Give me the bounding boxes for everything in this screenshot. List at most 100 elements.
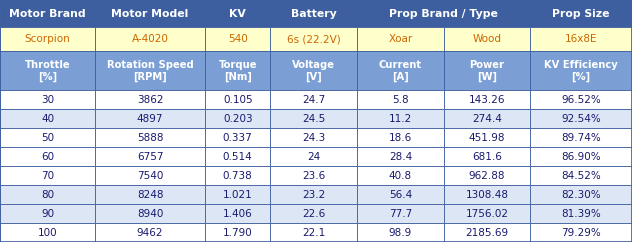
Bar [205, 185, 270, 204]
Bar [0, 204, 95, 223]
Bar [444, 166, 530, 185]
Text: 98.9: 98.9 [389, 227, 412, 237]
Bar [95, 27, 205, 51]
Bar [530, 90, 632, 109]
Text: A-4020: A-4020 [131, 34, 169, 44]
Bar [357, 90, 444, 109]
Text: Scorpion: Scorpion [25, 34, 70, 44]
Text: 28.4: 28.4 [389, 151, 412, 161]
Bar [205, 51, 270, 90]
Text: 6757: 6757 [137, 151, 163, 161]
Text: Wood: Wood [473, 34, 502, 44]
Text: 11.2: 11.2 [389, 113, 412, 123]
Text: 1.406: 1.406 [223, 209, 253, 219]
Bar [0, 90, 95, 109]
Bar [530, 109, 632, 128]
Text: 451.98: 451.98 [469, 133, 506, 143]
Text: 4897: 4897 [137, 113, 163, 123]
Text: Torque
[Nm]: Torque [Nm] [219, 60, 257, 82]
Bar [0, 223, 95, 242]
Text: 40: 40 [41, 113, 54, 123]
Bar [205, 90, 270, 109]
Bar [357, 51, 444, 90]
Bar [444, 204, 530, 223]
Bar [95, 147, 205, 166]
Bar [530, 128, 632, 147]
Bar [357, 204, 444, 223]
Bar [0, 147, 95, 166]
Text: 16x8E: 16x8E [565, 34, 597, 44]
Text: 24.7: 24.7 [302, 95, 325, 105]
Bar [270, 147, 357, 166]
Bar [270, 90, 357, 109]
Bar [0, 166, 95, 185]
Text: 100: 100 [38, 227, 58, 237]
Bar [270, 128, 357, 147]
Bar [357, 147, 444, 166]
Bar [357, 185, 444, 204]
Bar [270, 185, 357, 204]
Text: Prop Size: Prop Size [552, 8, 610, 19]
Bar [205, 166, 270, 185]
Text: 1.790: 1.790 [223, 227, 253, 237]
Text: Motor Model: Motor Model [111, 8, 189, 19]
Text: Battery: Battery [291, 8, 337, 19]
Text: 18.6: 18.6 [389, 133, 412, 143]
Text: Motor Brand: Motor Brand [9, 8, 86, 19]
Bar [0, 185, 95, 204]
Text: 60: 60 [41, 151, 54, 161]
Text: 24.3: 24.3 [302, 133, 325, 143]
Text: KV Efficiency
[%]: KV Efficiency [%] [544, 60, 618, 82]
Text: Current
[A]: Current [A] [379, 60, 422, 82]
Text: 23.6: 23.6 [302, 171, 325, 181]
Bar [444, 109, 530, 128]
Text: 0.514: 0.514 [223, 151, 253, 161]
Text: 540: 540 [228, 34, 248, 44]
Bar [530, 223, 632, 242]
Text: 1756.02: 1756.02 [466, 209, 509, 219]
Bar [357, 27, 444, 51]
Bar [357, 0, 530, 27]
Text: 5888: 5888 [137, 133, 163, 143]
Bar [444, 90, 530, 109]
Text: 143.26: 143.26 [469, 95, 506, 105]
Bar [95, 90, 205, 109]
Text: 79.29%: 79.29% [561, 227, 601, 237]
Text: 2185.69: 2185.69 [466, 227, 509, 237]
Text: 22.6: 22.6 [302, 209, 325, 219]
Bar [95, 185, 205, 204]
Bar [270, 223, 357, 242]
Text: 22.1: 22.1 [302, 227, 325, 237]
Bar [95, 223, 205, 242]
Text: 24: 24 [307, 151, 320, 161]
Text: 24.5: 24.5 [302, 113, 325, 123]
Bar [357, 109, 444, 128]
Bar [0, 0, 95, 27]
Bar [95, 51, 205, 90]
Bar [205, 0, 270, 27]
Text: Throttle
[%]: Throttle [%] [25, 60, 70, 82]
Text: 9462: 9462 [137, 227, 163, 237]
Bar [357, 128, 444, 147]
Text: 1308.48: 1308.48 [466, 189, 509, 199]
Text: 80: 80 [41, 189, 54, 199]
Text: 962.88: 962.88 [469, 171, 506, 181]
Bar [270, 204, 357, 223]
Text: 23.2: 23.2 [302, 189, 325, 199]
Bar [205, 128, 270, 147]
Text: KV: KV [229, 8, 246, 19]
Bar [205, 109, 270, 128]
Text: 0.337: 0.337 [223, 133, 253, 143]
Text: 681.6: 681.6 [472, 151, 502, 161]
Bar [95, 166, 205, 185]
Text: 81.39%: 81.39% [561, 209, 601, 219]
Text: 0.203: 0.203 [223, 113, 253, 123]
Bar [0, 51, 95, 90]
Bar [205, 204, 270, 223]
Bar [0, 109, 95, 128]
Text: 50: 50 [41, 133, 54, 143]
Text: 6s (22.2V): 6s (22.2V) [287, 34, 341, 44]
Bar [95, 128, 205, 147]
Text: 5.8: 5.8 [392, 95, 409, 105]
Bar [95, 204, 205, 223]
